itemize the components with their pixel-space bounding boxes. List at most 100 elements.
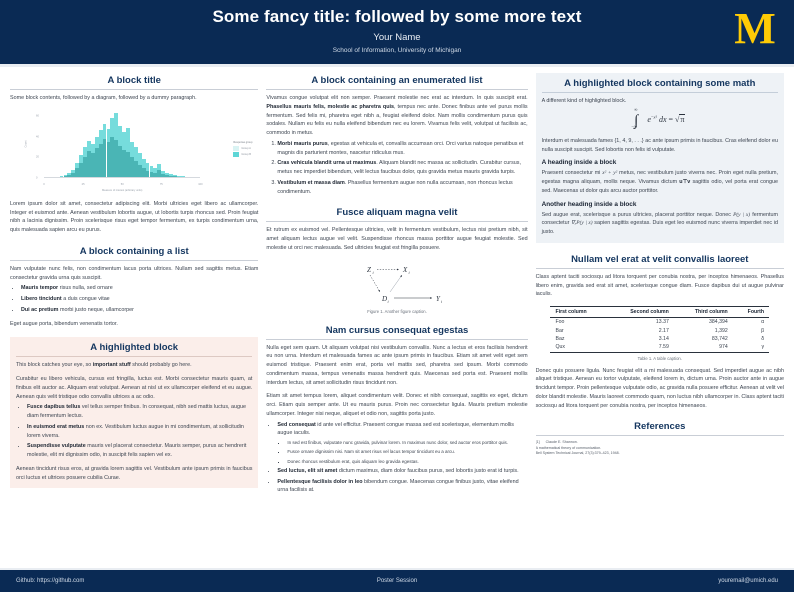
reference-number: [1] bbox=[535, 440, 540, 445]
list-item: Mauris tempor risus nulla, sed ornare bbox=[21, 284, 258, 293]
inline-math: ∇ₓP(y | x) bbox=[571, 220, 593, 227]
bullet-list: Sed consequat id ante vel efficitur. Pra… bbox=[266, 421, 527, 496]
chart-bar bbox=[153, 172, 158, 178]
block-references: References [1] Claude E. Shannon. A mathem… bbox=[535, 419, 784, 456]
dag-node-x: X bbox=[402, 266, 408, 274]
chart-bar bbox=[110, 136, 115, 178]
chart-bar bbox=[165, 174, 170, 178]
chart-bar bbox=[137, 165, 142, 178]
text-run: Vivamus congue volutpat elit non semper.… bbox=[266, 95, 528, 101]
left-column: A block title Some block contents, follo… bbox=[10, 73, 259, 497]
block-math: A highlighted block containing some math… bbox=[535, 73, 784, 243]
list-item: Vestibulum et massa diam. Phasellus ferm… bbox=[277, 179, 527, 197]
legend-swatch-icon bbox=[233, 145, 240, 151]
table-cell: 13.37 bbox=[655, 319, 669, 326]
footer-divider bbox=[0, 568, 794, 570]
legend-label: Group A bbox=[241, 146, 251, 150]
y-tick: 40 bbox=[36, 135, 39, 139]
chart-bar bbox=[141, 159, 146, 178]
chart-bar bbox=[145, 170, 150, 178]
chart-bar bbox=[176, 175, 181, 178]
table-cell: γ bbox=[732, 343, 770, 353]
chart-bar bbox=[98, 143, 103, 178]
subheading: A heading inside a block bbox=[541, 159, 617, 167]
paragraph: Lorem ipsum dolor sit amet, consectetur … bbox=[10, 200, 259, 233]
paragraph: Some block contents, followed by a diagr… bbox=[10, 95, 197, 101]
chart-bar bbox=[79, 163, 84, 178]
legend-item: Group A bbox=[233, 145, 252, 151]
block-title: A block containing a list bbox=[79, 245, 189, 257]
table-header-row: First column Second column Third column Fou… bbox=[550, 306, 770, 318]
x-tick: 75 bbox=[159, 182, 163, 186]
block-nam-cursus-consequat-egestas: Nam cursus consequat egestas Nulla eget … bbox=[266, 323, 528, 496]
footer-email[interactable]: youremail@umich.edu bbox=[718, 578, 778, 584]
dag-node-y-sub: i bbox=[441, 299, 442, 304]
bullet-list: Fusce dapibus tellus vel tellus semper f… bbox=[16, 403, 252, 460]
sub-list-item: Fusce ornare dignissim nisi. Nam sit ame… bbox=[287, 448, 527, 455]
y-tick: 60 bbox=[36, 114, 39, 118]
list-item-text: id ante vel efficitur. Praesent congue m… bbox=[277, 421, 515, 437]
footer-github-link[interactable]: Github: https://github.com bbox=[16, 578, 85, 584]
x-axis bbox=[44, 176, 201, 178]
table-column-header: Second column bbox=[607, 306, 674, 318]
poster-header: Some fancy title: followed by some more … bbox=[0, 0, 794, 64]
list-item-lead: In euismod erat metus bbox=[27, 423, 85, 430]
text-run: sapien sagittis egestas. Duis eget leo e… bbox=[541, 220, 778, 235]
chart-canvas: 0 25 50 75 100 0 20 40 60 Measure of interest (… bbox=[10, 107, 258, 195]
list-item-lead: Suspendisse vulputate bbox=[27, 443, 86, 450]
list-item: Cras vehicula blandit urna ut maximus. A… bbox=[277, 159, 527, 177]
divider bbox=[535, 267, 784, 269]
chart-bar bbox=[83, 157, 87, 178]
table-row: Foo 13.37 384,394 α bbox=[550, 318, 769, 327]
table-cell: 83,742 bbox=[711, 335, 728, 342]
reference-list: [1] Claude E. Shannon. A mathematical theo… bbox=[536, 440, 784, 456]
block-a-block-containing-a-list: A block containing a list Nam vulputate … bbox=[10, 244, 259, 329]
paragraph: This block catches your eye, so importan… bbox=[16, 361, 252, 370]
list-item: Dui ac pretium morbi justo neque, ullamc… bbox=[21, 306, 258, 315]
paragraph: Sed augue erat, scelerisque a purus ultr… bbox=[542, 211, 778, 237]
y-tick: 20 bbox=[36, 155, 39, 159]
table-column-header: Fourth bbox=[732, 306, 770, 318]
text-run: sagittis odio, vel porta erat congue sed… bbox=[541, 179, 778, 194]
table-caption: Table 1. A table caption. bbox=[637, 355, 682, 361]
inline-math-bold: u⊤v bbox=[679, 179, 691, 185]
divider bbox=[266, 221, 528, 223]
paragraph: Praesent consectetur mi x² + y² metus, n… bbox=[542, 169, 778, 195]
block-title: Fusce aliquam magna velit bbox=[336, 207, 458, 219]
header-divider bbox=[0, 64, 794, 67]
paragraph: Et rutrum ex euismod vel. Pellentesque u… bbox=[266, 227, 528, 251]
data-table: First column Second column Third column Fou… bbox=[550, 306, 770, 353]
table-cell: 7.59 bbox=[607, 343, 674, 353]
text-run: This block catches your eye, so bbox=[16, 362, 93, 369]
chart-bars bbox=[44, 111, 200, 178]
table-cell: 1,392 bbox=[714, 327, 728, 334]
chart-bar bbox=[133, 161, 138, 178]
list-item-lead: Cras vehicula blandit urna ut maximus bbox=[277, 160, 377, 167]
paragraph: Nam vulputate nunc felis, non condimentu… bbox=[10, 265, 259, 281]
dag-node-d-sub: i bbox=[387, 299, 388, 304]
chart-bar bbox=[137, 153, 142, 178]
causal-dag-figure: Z i X i D i Y i bbox=[367, 266, 442, 304]
table-row: Qux 7.59 974 γ bbox=[550, 343, 770, 353]
list-item-lead: Sed luctus, elit sit amet bbox=[277, 467, 338, 474]
text-run: , tempus nec ante. Donec finibus ante ve… bbox=[266, 103, 528, 136]
reference-venue: Bell System Technical Journal, 27(3):379… bbox=[535, 451, 620, 456]
list-item: Pellentesque facilisis dolor in leo bibe… bbox=[277, 478, 527, 496]
chart-bar bbox=[94, 147, 99, 178]
block-enumerated-list: A block containing an enumerated list Vi… bbox=[266, 73, 528, 197]
table-cell: Qux bbox=[550, 343, 608, 353]
chart-bar bbox=[122, 149, 127, 178]
list-item-text: bibendum congue. Maecenas congue finibus… bbox=[277, 478, 519, 494]
chart-bar bbox=[90, 153, 95, 178]
divider bbox=[16, 356, 253, 358]
table-cell: β bbox=[761, 327, 765, 334]
list-item-text: vel tellus semper finibus. In consequat,… bbox=[27, 404, 247, 419]
divider bbox=[10, 259, 259, 261]
chart-bar bbox=[130, 157, 134, 178]
list-item: Morbi mauris purus, egestas at vehicula … bbox=[277, 140, 527, 158]
table-cell: 974 bbox=[673, 343, 733, 353]
block-title: A highlighted block bbox=[90, 342, 179, 354]
list-item-lead: Fusce dapibus tellus bbox=[27, 404, 81, 411]
dag-node-y: Y bbox=[436, 295, 441, 303]
table-cell: Bar bbox=[555, 327, 564, 334]
